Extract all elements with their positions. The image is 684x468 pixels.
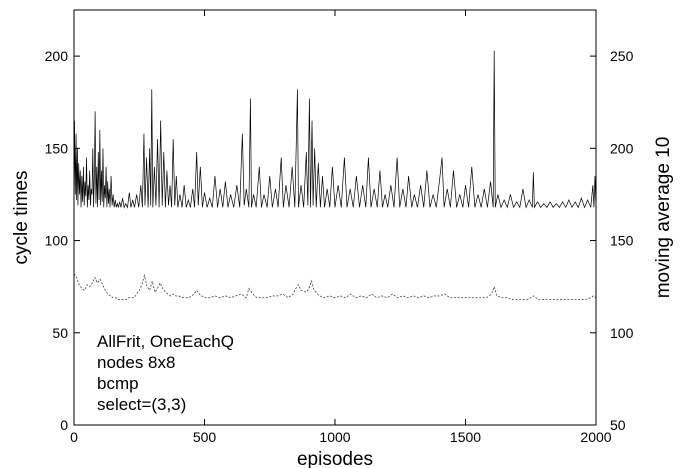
- axis-ticks: 0 500 1000 1500 2000 0 50 100 150 200 50 100 150 200 2…: [45, 10, 634, 445]
- y-tick-label: 0: [60, 417, 68, 433]
- annotation-line: nodes 8x8: [97, 353, 175, 372]
- y2-tick-label: 100: [610, 325, 634, 341]
- x-tick-label: 2000: [580, 429, 611, 445]
- annotation-line: select=(3,3): [97, 395, 186, 414]
- x-tick-label: 0: [70, 429, 78, 445]
- x-tick-label: 1000: [319, 429, 350, 445]
- y2-axis-label: moving average 10: [653, 137, 674, 299]
- annotation-block: AllFrit, OneEachQ nodes 8x8 bcmp select=(3,…: [97, 332, 234, 414]
- annotation-line: bcmp: [97, 374, 139, 393]
- annotation-line: AllFrit, OneEachQ: [97, 332, 234, 351]
- plot-series: [73, 50, 597, 301]
- series-line-cycle-times: [73, 50, 597, 209]
- series-line-moving-average: [73, 273, 597, 301]
- x-tick-label: 1500: [450, 429, 481, 445]
- y2-tick-label: 250: [610, 48, 634, 64]
- y2-tick-label: 50: [610, 417, 626, 433]
- y-tick-label: 150: [45, 140, 69, 156]
- y-tick-label: 100: [45, 233, 69, 249]
- y-axis-label: cycle times: [11, 171, 32, 265]
- x-tick-label: 500: [193, 429, 217, 445]
- y-tick-label: 200: [45, 48, 69, 64]
- y2-tick-label: 200: [610, 140, 634, 156]
- y-tick-label: 50: [52, 325, 68, 341]
- x-axis-label: episodes: [297, 449, 373, 468]
- y2-tick-label: 150: [610, 233, 634, 249]
